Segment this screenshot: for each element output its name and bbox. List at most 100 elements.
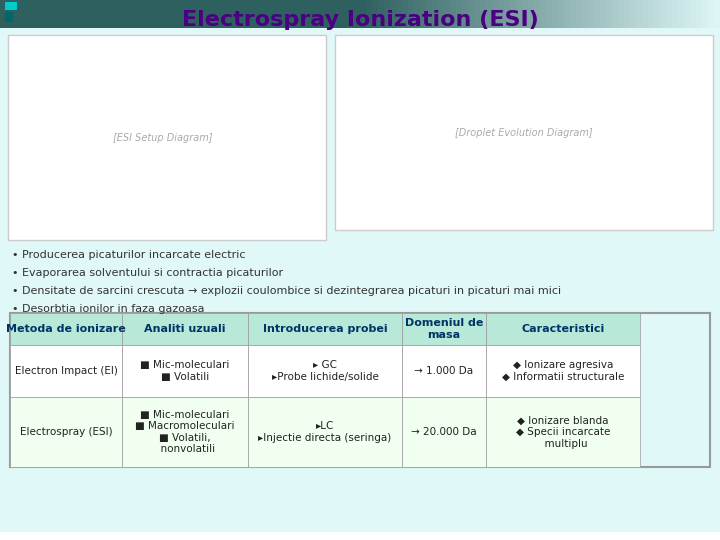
Text: Electrospray (ESI): Electrospray (ESI) xyxy=(19,427,112,437)
FancyBboxPatch shape xyxy=(0,532,720,540)
Text: ■ Mic-moleculari
■ Volatili: ■ Mic-moleculari ■ Volatili xyxy=(140,360,230,382)
FancyBboxPatch shape xyxy=(486,0,492,28)
FancyBboxPatch shape xyxy=(360,0,366,28)
Text: • Desorbtia ionilor in faza gazoasa: • Desorbtia ionilor in faza gazoasa xyxy=(12,304,204,314)
FancyBboxPatch shape xyxy=(456,0,462,28)
Text: ▸LC
▸Injectie directa (seringa): ▸LC ▸Injectie directa (seringa) xyxy=(258,421,392,443)
FancyBboxPatch shape xyxy=(582,0,588,28)
FancyBboxPatch shape xyxy=(564,0,570,28)
FancyBboxPatch shape xyxy=(480,0,486,28)
Text: • Densitate de sarcini crescuta → explozii coulombice si dezintegrarea picaturi : • Densitate de sarcini crescuta → exploz… xyxy=(12,286,561,296)
Text: Introducerea probei: Introducerea probei xyxy=(263,324,387,334)
FancyBboxPatch shape xyxy=(642,0,648,28)
FancyBboxPatch shape xyxy=(504,0,510,28)
FancyBboxPatch shape xyxy=(486,313,640,345)
FancyBboxPatch shape xyxy=(450,0,456,28)
FancyBboxPatch shape xyxy=(492,0,498,28)
FancyBboxPatch shape xyxy=(576,0,582,28)
Text: Analiti uzuali: Analiti uzuali xyxy=(144,324,226,334)
FancyBboxPatch shape xyxy=(672,0,678,28)
FancyBboxPatch shape xyxy=(540,0,546,28)
FancyBboxPatch shape xyxy=(552,0,558,28)
FancyBboxPatch shape xyxy=(534,0,540,28)
FancyBboxPatch shape xyxy=(248,345,402,397)
FancyBboxPatch shape xyxy=(486,345,640,397)
FancyBboxPatch shape xyxy=(366,0,372,28)
Text: ◆ Ionizare blanda
◆ Specii incarcate
  multiplu: ◆ Ionizare blanda ◆ Specii incarcate mul… xyxy=(516,415,610,449)
Text: [Droplet Evolution Diagram]: [Droplet Evolution Diagram] xyxy=(455,128,593,138)
FancyBboxPatch shape xyxy=(654,0,660,28)
FancyBboxPatch shape xyxy=(516,0,522,28)
FancyBboxPatch shape xyxy=(402,397,486,467)
Text: ◆ Ionizare agresiva
◆ Informatii structurale: ◆ Ionizare agresiva ◆ Informatii structu… xyxy=(502,360,624,382)
FancyBboxPatch shape xyxy=(402,0,408,28)
FancyBboxPatch shape xyxy=(390,0,396,28)
Text: Domeniul de
masa: Domeniul de masa xyxy=(405,318,483,340)
FancyBboxPatch shape xyxy=(558,0,564,28)
FancyBboxPatch shape xyxy=(420,0,426,28)
FancyBboxPatch shape xyxy=(335,35,713,230)
FancyBboxPatch shape xyxy=(678,0,684,28)
Text: • Producerea picaturilor incarcate electric: • Producerea picaturilor incarcate elect… xyxy=(12,250,246,260)
Text: [ESI Setup Diagram]: [ESI Setup Diagram] xyxy=(113,133,212,143)
FancyBboxPatch shape xyxy=(660,0,666,28)
FancyBboxPatch shape xyxy=(612,0,618,28)
FancyBboxPatch shape xyxy=(522,0,528,28)
FancyBboxPatch shape xyxy=(122,397,248,467)
FancyBboxPatch shape xyxy=(684,0,690,28)
FancyBboxPatch shape xyxy=(546,0,552,28)
FancyBboxPatch shape xyxy=(372,0,378,28)
FancyBboxPatch shape xyxy=(594,0,600,28)
FancyBboxPatch shape xyxy=(426,0,432,28)
Text: ■ Mic-moleculari
■ Macromoleculari
■ Volatili,
  nonvolatili: ■ Mic-moleculari ■ Macromoleculari ■ Vol… xyxy=(135,410,235,454)
FancyBboxPatch shape xyxy=(378,0,384,28)
FancyBboxPatch shape xyxy=(5,2,17,10)
Text: • Evaporarea solventului si contractia picaturilor: • Evaporarea solventului si contractia p… xyxy=(12,268,283,278)
FancyBboxPatch shape xyxy=(122,345,248,397)
FancyBboxPatch shape xyxy=(636,0,642,28)
FancyBboxPatch shape xyxy=(122,313,248,345)
FancyBboxPatch shape xyxy=(600,0,606,28)
Text: → 1.000 Da: → 1.000 Da xyxy=(415,366,474,376)
FancyBboxPatch shape xyxy=(588,0,594,28)
FancyBboxPatch shape xyxy=(666,0,672,28)
FancyBboxPatch shape xyxy=(528,0,534,28)
FancyBboxPatch shape xyxy=(624,0,630,28)
FancyBboxPatch shape xyxy=(468,0,474,28)
FancyBboxPatch shape xyxy=(402,313,486,345)
FancyBboxPatch shape xyxy=(630,0,636,28)
FancyBboxPatch shape xyxy=(402,345,486,397)
FancyBboxPatch shape xyxy=(510,0,516,28)
FancyBboxPatch shape xyxy=(396,0,402,28)
FancyBboxPatch shape xyxy=(248,397,402,467)
FancyBboxPatch shape xyxy=(708,0,714,28)
FancyBboxPatch shape xyxy=(486,397,640,467)
FancyBboxPatch shape xyxy=(702,0,708,28)
FancyBboxPatch shape xyxy=(408,0,414,28)
FancyBboxPatch shape xyxy=(10,345,122,397)
Text: → 20.000 Da: → 20.000 Da xyxy=(411,427,477,437)
Text: Electron Impact (EI): Electron Impact (EI) xyxy=(14,366,117,376)
FancyBboxPatch shape xyxy=(432,0,438,28)
FancyBboxPatch shape xyxy=(570,0,576,28)
FancyBboxPatch shape xyxy=(690,0,696,28)
FancyBboxPatch shape xyxy=(618,0,624,28)
FancyBboxPatch shape xyxy=(10,397,122,467)
FancyBboxPatch shape xyxy=(444,0,450,28)
FancyBboxPatch shape xyxy=(606,0,612,28)
FancyBboxPatch shape xyxy=(10,313,122,345)
Text: Caracteristici: Caracteristici xyxy=(521,324,605,334)
FancyBboxPatch shape xyxy=(714,0,720,28)
FancyBboxPatch shape xyxy=(0,0,360,28)
FancyBboxPatch shape xyxy=(498,0,504,28)
FancyBboxPatch shape xyxy=(8,35,326,240)
Text: Metoda de ionizare: Metoda de ionizare xyxy=(6,324,126,334)
FancyBboxPatch shape xyxy=(414,0,420,28)
FancyBboxPatch shape xyxy=(474,0,480,28)
Text: ▸ GC
▸Probe lichide/solide: ▸ GC ▸Probe lichide/solide xyxy=(271,360,379,382)
FancyBboxPatch shape xyxy=(648,0,654,28)
FancyBboxPatch shape xyxy=(696,0,702,28)
FancyBboxPatch shape xyxy=(5,12,13,22)
FancyBboxPatch shape xyxy=(384,0,390,28)
FancyBboxPatch shape xyxy=(248,313,402,345)
